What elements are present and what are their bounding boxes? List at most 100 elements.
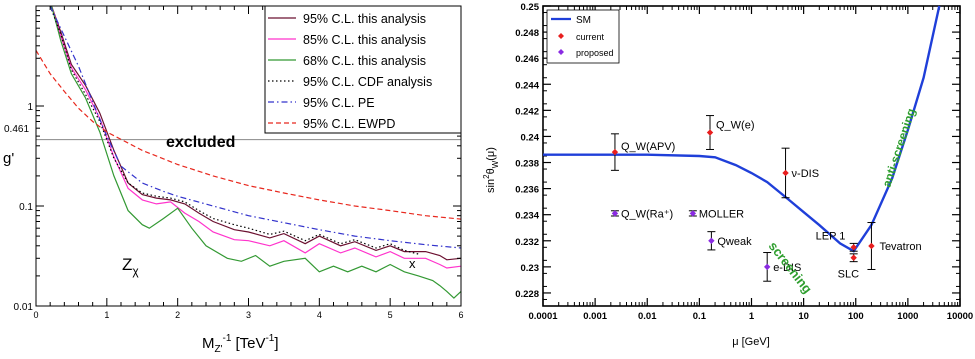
right-legend-swatch-proposed xyxy=(558,49,564,55)
point-label: ν-DIS xyxy=(792,168,820,180)
sm-curve xyxy=(543,5,941,253)
left-xtick-label: 0 xyxy=(33,310,38,320)
left-xtick-label: 3 xyxy=(246,310,251,320)
left-series-lines xyxy=(36,6,461,299)
left-xtick-label: 5 xyxy=(388,310,393,320)
left-xlabel-close: ] xyxy=(274,335,278,352)
right-ylabel-arg: (μ) xyxy=(485,147,497,161)
current-point xyxy=(850,244,857,251)
left-chart: 0 1 2 3 4 5 60.010.11 g' 0.461 MZ'-1 [TeV-1] ex… xyxy=(3,5,464,355)
right-ytick-label: 0.234 xyxy=(515,211,539,222)
current-point xyxy=(782,169,789,177)
current-point xyxy=(611,148,619,156)
left-ytick-label: 0.01 xyxy=(14,302,34,313)
right-legend: SM current proposed xyxy=(546,9,620,64)
left-series-line xyxy=(51,6,461,269)
right-legend-label: SM xyxy=(576,15,591,26)
proposed-point xyxy=(689,210,697,217)
right-ytick-label: 0.228 xyxy=(515,289,539,300)
current-point xyxy=(850,254,857,261)
right-ylabel-sub: W xyxy=(491,160,500,168)
left-series-line xyxy=(49,6,461,249)
left-series-line xyxy=(51,6,461,299)
right-xtick-label: 1000 xyxy=(897,311,918,322)
right-ytick-label: 0.246 xyxy=(515,54,539,65)
left-xlabel-unit: [TeV xyxy=(235,335,265,352)
left-ytick-label: 1 xyxy=(27,102,33,113)
right-ylabel: sin2θW(μ) xyxy=(482,147,500,193)
annotation-model: Zχ xyxy=(122,255,139,278)
current-point xyxy=(868,242,875,250)
left-ytick-label: 0.1 xyxy=(19,202,33,213)
right-xlabel: μ [GeV] xyxy=(732,336,770,348)
point-label: MOLLER xyxy=(699,208,744,220)
annotation-model-main: Z xyxy=(122,255,132,274)
point-label: e-DIS xyxy=(773,262,801,274)
left-legend-label: 95% C.L. this analysis xyxy=(303,12,426,26)
point-label: SLC xyxy=(838,269,859,281)
annotation-excluded: excluded xyxy=(166,134,235,151)
right-axis-ticks: 0.0001 0.001 0.01 0.1 1 10 100 1000 10000 0.228 0.… xyxy=(515,2,973,322)
right-ytick-label: 0.25 xyxy=(521,2,540,13)
left-xlabel-unit-sup: -1 xyxy=(265,333,274,344)
left-legend-label: 95% C.L. PE xyxy=(303,96,375,110)
left-legend-label: 95% C.L. EWPD xyxy=(303,117,395,131)
right-ylabel-theta: θ xyxy=(485,168,497,174)
right-ylabel-main: sin xyxy=(485,179,497,193)
proposed-point xyxy=(611,210,619,217)
left-ylabel: g' xyxy=(3,150,14,167)
right-legend-label: current xyxy=(576,32,605,42)
left-legend: 95% C.L. this analysis 85% C.L. this anal… xyxy=(264,5,462,134)
left-extra-ytick: 0.461 xyxy=(4,124,29,135)
point-label: Q_W(e) xyxy=(716,120,755,132)
right-legend-swatch-current xyxy=(558,33,564,39)
right-legend-entries: SM current proposed xyxy=(551,15,614,58)
proposed-point xyxy=(763,263,771,271)
right-ytick-label: 0.23 xyxy=(521,263,540,274)
right-xtick-label: 10000 xyxy=(947,311,973,322)
left-xlabel: MZ'-1 [TeV-1] xyxy=(202,333,279,355)
left-legend-label: 68% C.L. this analysis xyxy=(303,54,426,68)
right-sm-line xyxy=(543,5,941,253)
right-xtick-label: 0.0001 xyxy=(528,311,558,322)
left-xlabel-sup: -1 xyxy=(223,333,232,344)
point-label: LEP 1 xyxy=(816,230,846,242)
left-series-line xyxy=(36,50,461,220)
right-xtick-label: 1 xyxy=(749,311,755,322)
right-ylabel-sup: 2 xyxy=(482,174,491,179)
right-ytick-label: 0.24 xyxy=(521,132,540,143)
annotation-x-marker: x xyxy=(409,256,416,271)
right-chart: 0.0001 0.001 0.01 0.1 1 10 100 1000 10000 0.228 0.… xyxy=(482,2,973,348)
right-ytick-label: 0.238 xyxy=(515,159,539,170)
left-xtick-label: 2 xyxy=(175,310,180,320)
right-ytick-label: 0.244 xyxy=(515,80,539,91)
left-xlabel-sub: Z' xyxy=(215,344,223,355)
left-legend-label: 95% C.L. CDF analysis xyxy=(303,75,432,89)
right-ytick-label: 0.236 xyxy=(515,185,539,196)
label-antiscreening: anti-screening xyxy=(880,107,919,189)
left-xtick-label: 6 xyxy=(458,310,463,320)
point-label: Q_W(Ra⁺) xyxy=(621,208,673,220)
right-legend-label: proposed xyxy=(576,48,614,58)
point-label: Qweak xyxy=(717,236,752,248)
right-ytick-label: 0.248 xyxy=(515,28,539,39)
right-xtick-label: 0.001 xyxy=(583,311,607,322)
point-label: Tevatron xyxy=(879,241,921,253)
right-data-points: Q_W(APV) Q_W(e) ν-DIS LEP 1 SLC Tevatron Q_W(R… xyxy=(610,115,922,282)
left-legend-box xyxy=(264,5,462,134)
right-xtick-label: 0.01 xyxy=(638,311,657,322)
left-xtick-label: 4 xyxy=(317,310,322,320)
point-label: Q_W(APV) xyxy=(621,141,675,153)
proposed-point xyxy=(708,237,715,244)
left-xlabel-main: M xyxy=(202,335,215,352)
right-ytick-label: 0.242 xyxy=(515,106,539,117)
left-legend-entries: 95% C.L. this analysis 85% C.L. this anal… xyxy=(268,12,432,131)
annotation-model-sub: χ xyxy=(132,264,139,278)
left-legend-label: 85% C.L. this analysis xyxy=(303,33,426,47)
right-xtick-label: 10 xyxy=(798,311,809,322)
current-point xyxy=(706,129,714,136)
left-xtick-label: 1 xyxy=(104,310,109,320)
right-ytick-label: 0.232 xyxy=(515,237,539,248)
right-xtick-label: 0.1 xyxy=(693,311,707,322)
